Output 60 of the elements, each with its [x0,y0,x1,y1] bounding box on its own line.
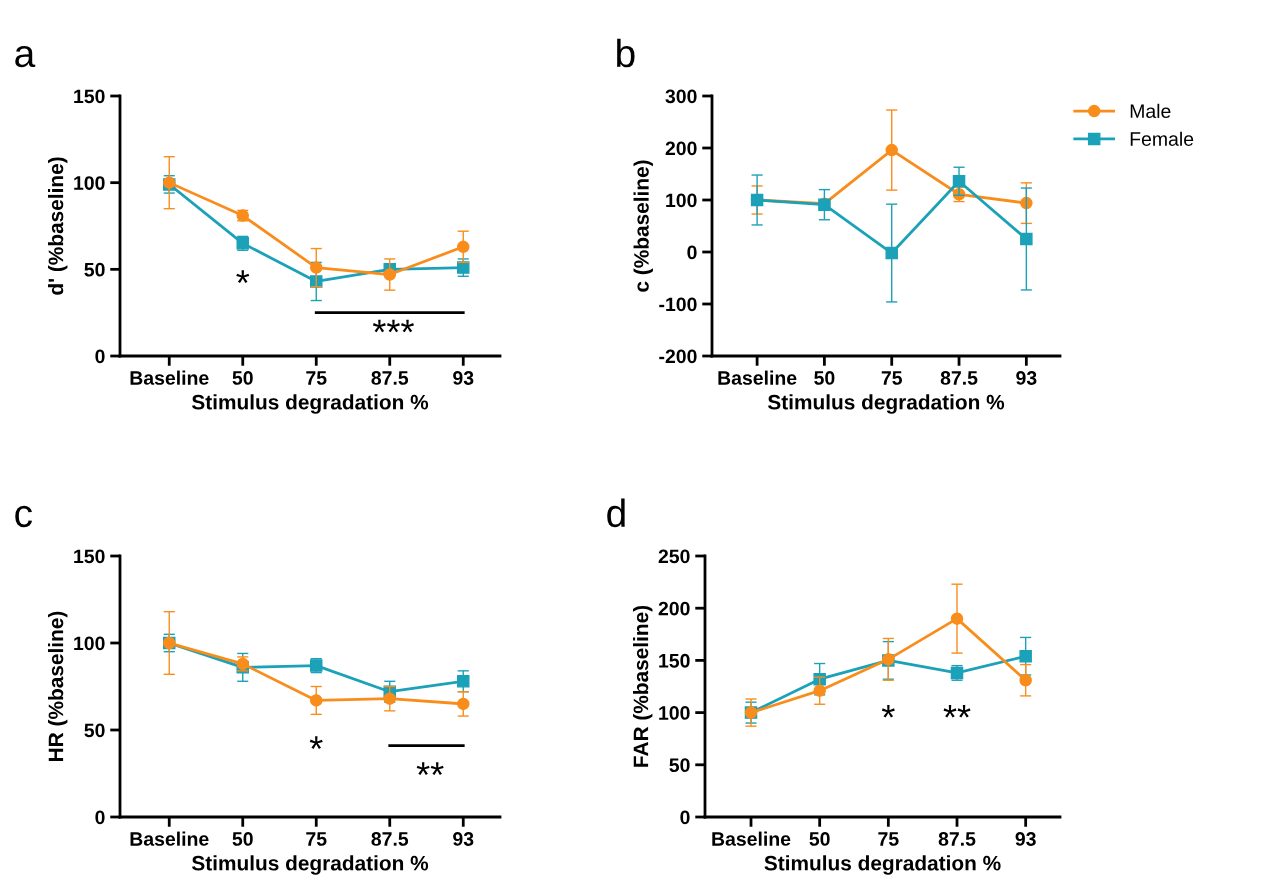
x-tick-label: 93 [453,371,474,385]
y-tick-label: 0 [680,810,690,825]
y-tick-label: -100 [659,297,697,312]
y-tick-label: 100 [659,706,690,720]
x-axis-title: Stimulus degradation % [191,394,429,414]
y-tick-label: 100 [666,193,697,208]
y-axis-title: HR (%baseline) [48,611,68,761]
x-tick-label: 93 [1015,832,1036,846]
annotation: * [881,704,895,718]
y-axis-title: c (%baseline) [633,160,653,292]
x-tick-label: 75 [881,371,902,385]
x-tick-label: 75 [306,832,327,846]
x-axis-title: Stimulus degradation % [191,855,429,875]
x-tick-label: 75 [306,371,327,385]
legend-label: Male [1130,103,1171,119]
y-tick-label: 300 [665,89,697,104]
annotation: * [236,270,250,283]
y-tick-label: 150 [659,653,690,668]
annotation: * [309,736,323,749]
y-tick-label: -200 [659,349,697,364]
chart-title: a [15,45,36,68]
x-tick-label: 75 [878,832,899,846]
y-axis-title: d' (%baseline) [48,157,68,295]
y-tick-label: 150 [74,549,105,564]
x-tick-label: 50 [814,371,835,385]
x-tick-label: 87.5 [371,371,409,385]
x-tick-label: 93 [1016,371,1037,385]
legend-label: Female [1130,131,1194,146]
chart-title: b [617,38,635,68]
chart-title: c [15,505,33,528]
y-tick-label: 200 [658,601,690,616]
chart-title: d [607,498,625,528]
x-tick-label: 87.5 [938,832,976,846]
annotation: *** [372,319,414,333]
y-tick-label: 200 [665,141,697,156]
y-tick-label: 0 [687,245,697,260]
x-tick-label: Baseline [718,370,797,385]
x-tick-label: Baseline [130,370,209,385]
annotation: ** [416,762,444,776]
x-tick-label: 87.5 [371,832,409,846]
y-tick-label: 100 [74,636,105,651]
x-tick-label: 50 [232,371,253,385]
y-tick-label: 0 [95,810,105,825]
y-tick-label: 0 [95,349,105,364]
y-tick-label: 50 [84,723,105,738]
x-tick-label: Baseline [130,831,209,846]
y-tick-label: 50 [84,262,105,277]
y-tick-label: 50 [669,758,690,773]
x-tick-label: 87.5 [940,371,978,385]
y-tick-label: 150 [74,89,105,104]
y-tick-label: 100 [74,176,105,190]
x-tick-label: 50 [232,832,253,846]
y-tick-label: 250 [658,549,690,564]
x-tick-label: 50 [809,832,830,846]
x-tick-label: 93 [453,832,474,846]
x-axis-title: Stimulus degradation % [767,394,1005,414]
y-axis-title: FAR (%baseline) [633,605,653,767]
annotation: ** [943,704,971,718]
x-axis-title: Stimulus degradation % [764,855,1001,875]
x-tick-label: Baseline [712,831,791,846]
